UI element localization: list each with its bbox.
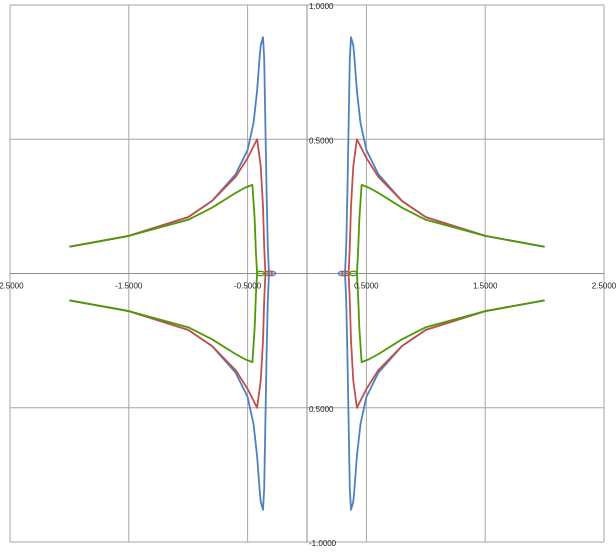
x-tick-label: -2.5000 (0, 282, 24, 291)
y-tick-label: 0.5000 (309, 405, 334, 414)
axes (10, 5, 604, 542)
series-1-line-quadrant-3 (347, 273, 545, 409)
series-2-line-quadrant-3 (356, 273, 545, 363)
series-1-line-quadrant-1 (347, 138, 545, 274)
x-tick-label: 2.5000 (592, 282, 616, 291)
x-tick-label: 1.5000 (473, 282, 498, 291)
series-2-line-quadrant-2 (69, 273, 258, 363)
series-0-line-quadrant-1 (344, 36, 545, 274)
series-1-line-quadrant-2 (69, 273, 267, 409)
y-tick-label: 0.5000 (309, 136, 334, 145)
series-0-line-quadrant-3 (344, 273, 545, 511)
tick-labels: -2.5000 -1.5000 -0.5000 0.5000 1.5000 2.5000 1… (0, 2, 616, 548)
x-tick-label: -1.5000 (115, 282, 143, 291)
series-1-line-quadrant-0 (69, 138, 267, 274)
series-0-line-quadrant-0 (69, 36, 270, 274)
series-2-line-quadrant-1 (356, 184, 545, 274)
y-tick-label: -1.0000 (309, 539, 337, 548)
series-2-loop-1 (348, 270, 359, 277)
series-2-loop-0 (255, 270, 266, 277)
series-group (69, 36, 545, 511)
x-tick-label: 0.5000 (354, 282, 379, 291)
series-2-line-quadrant-0 (69, 184, 258, 274)
series-0-line-quadrant-2 (69, 273, 270, 511)
x-tick-label: -0.5000 (234, 282, 262, 291)
y-tick-label: 1.0000 (309, 2, 334, 11)
